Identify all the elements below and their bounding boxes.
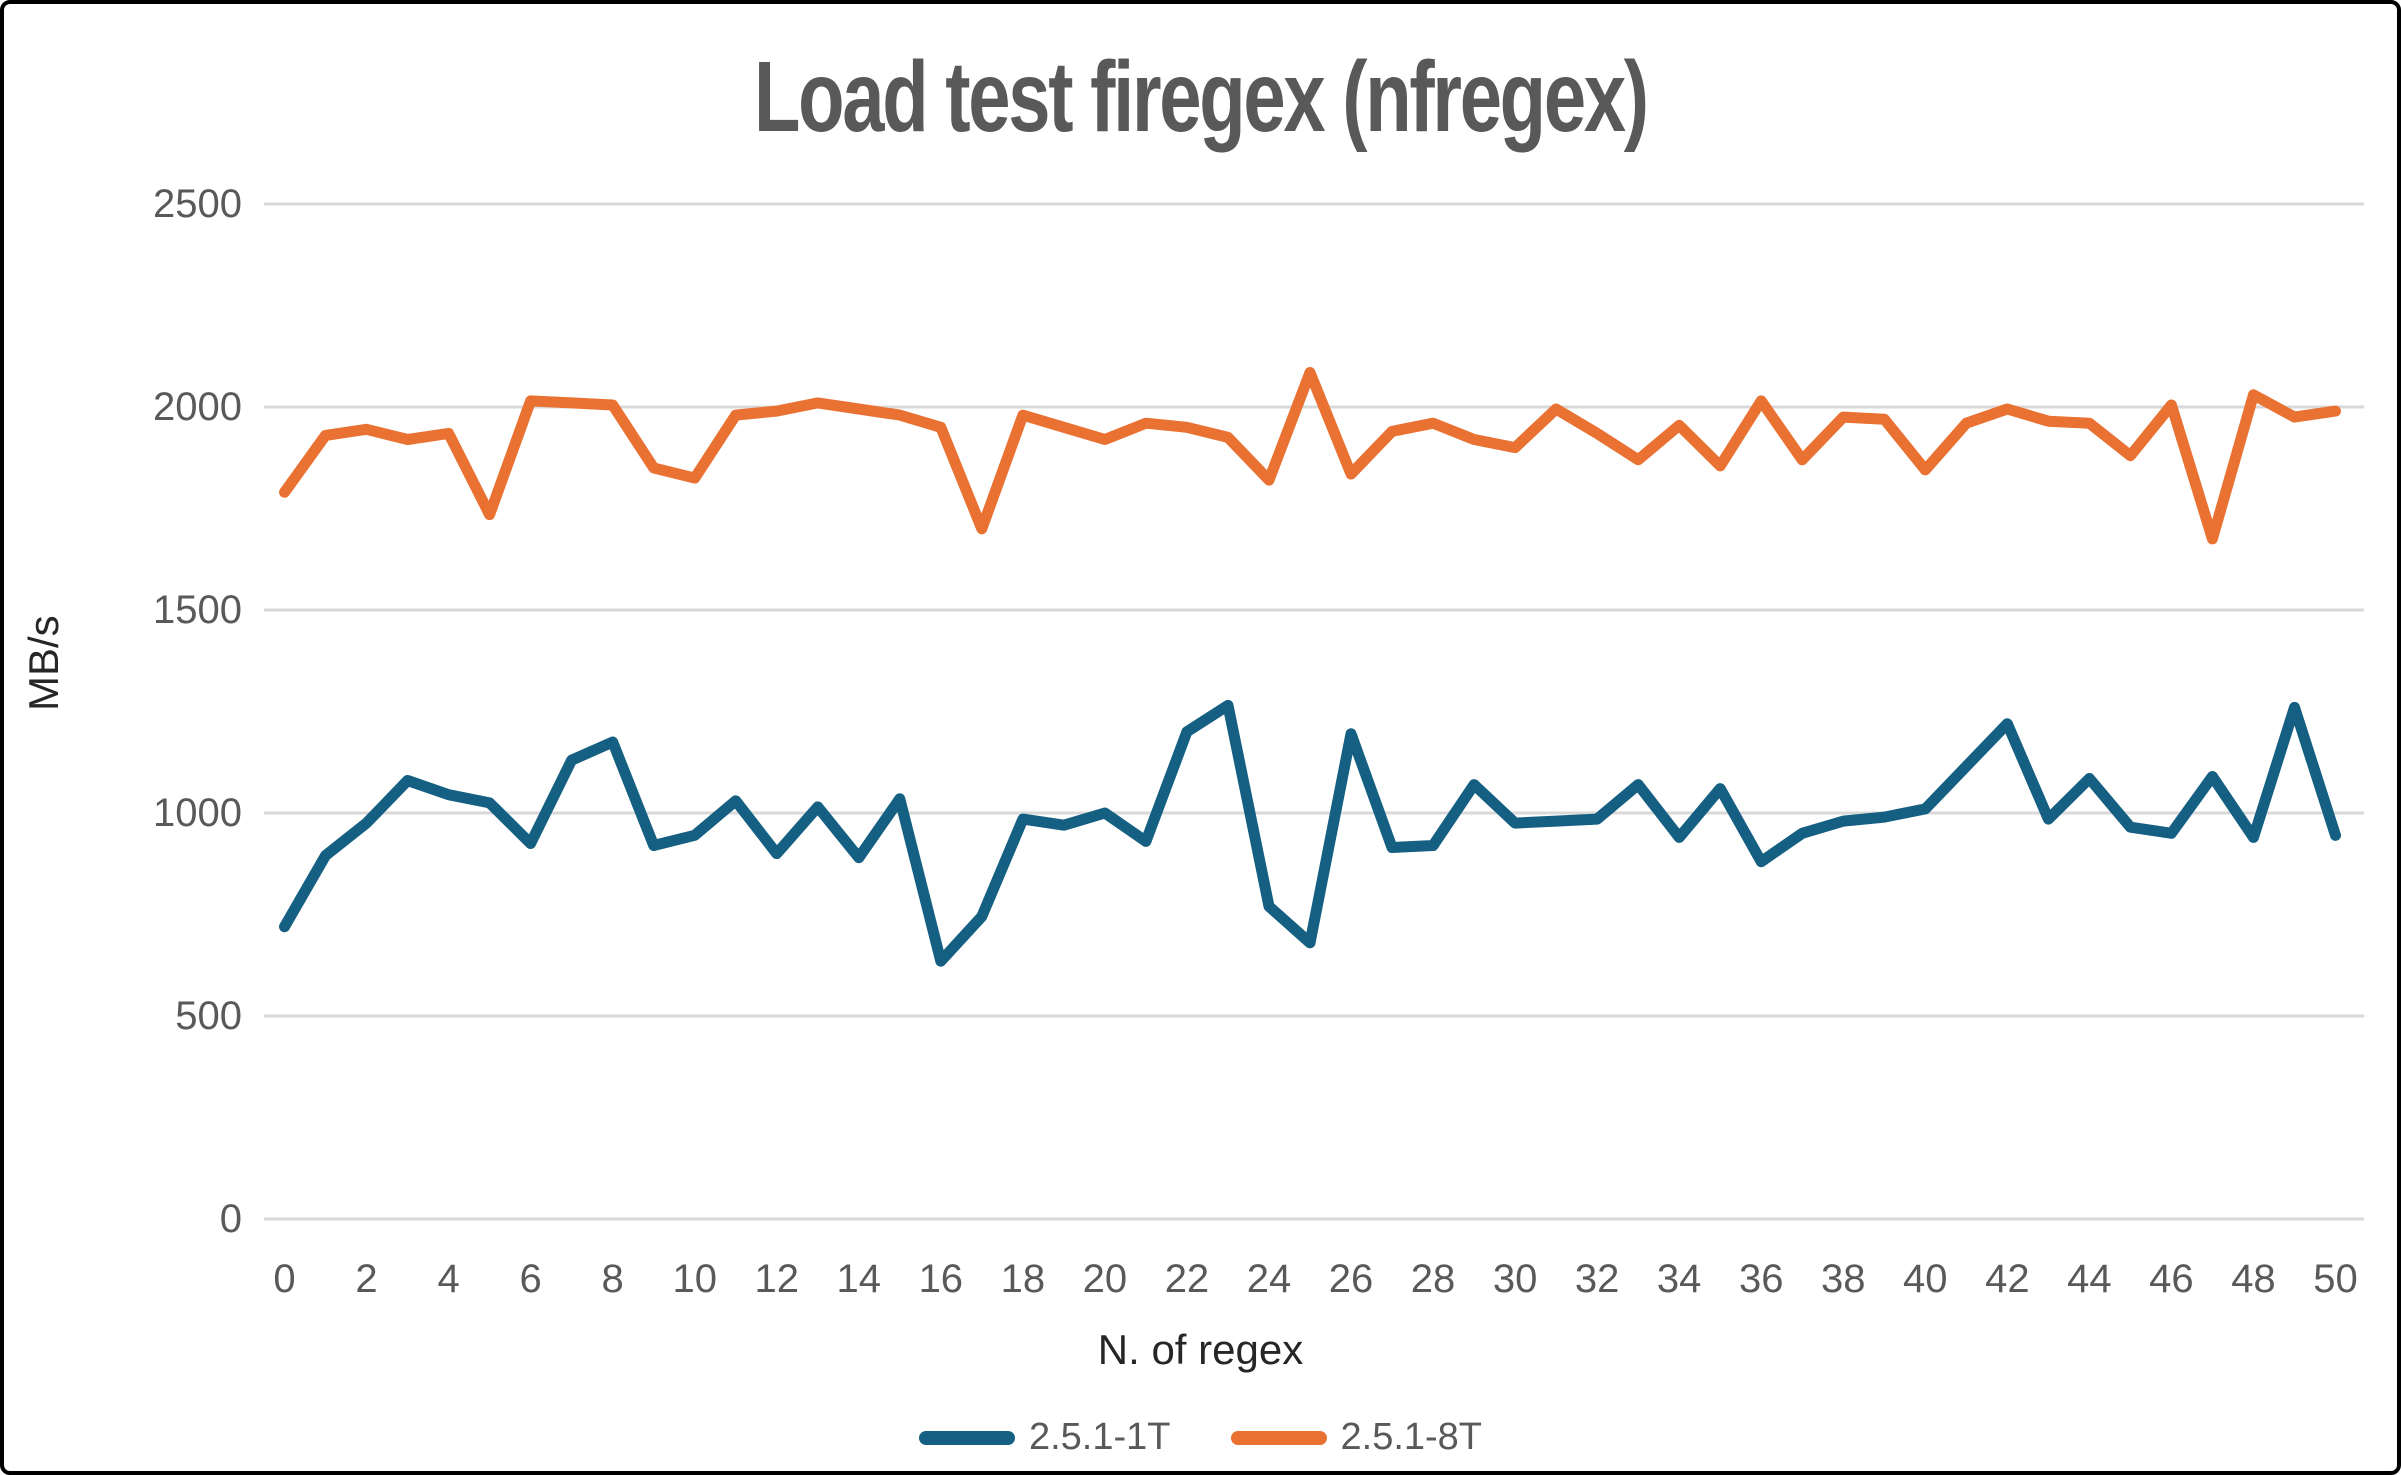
x-tick-label-34: 34 [1657, 1257, 1702, 1301]
x-tick-label-36: 36 [1739, 1257, 1784, 1301]
x-tick-label-32: 32 [1575, 1257, 1620, 1301]
y-tick-label-0: 0 [220, 1197, 242, 1241]
x-tick-label-24: 24 [1247, 1257, 1292, 1301]
chart-title-row: Load test firegex (nfregex) [4, 40, 2397, 155]
x-tick-label-2: 2 [355, 1257, 377, 1301]
y-tick-label-2500: 2500 [153, 182, 242, 226]
x-tick-label-48: 48 [2231, 1257, 2276, 1301]
legend-label-8t: 2.5.1-8T [1340, 1416, 1483, 1458]
x-tick-label-44: 44 [2067, 1257, 2112, 1301]
y-tick-label-500: 500 [175, 994, 242, 1038]
x-tick-label-26: 26 [1329, 1257, 1374, 1301]
x-tick-label-40: 40 [1903, 1257, 1948, 1301]
x-tick-label-6: 6 [520, 1257, 542, 1301]
x-tick-label-50: 50 [2313, 1257, 2358, 1301]
legend-swatch-1t [918, 1430, 1015, 1445]
x-tick-label-0: 0 [273, 1257, 295, 1301]
x-tick-label-12: 12 [754, 1257, 799, 1301]
x-tick-label-42: 42 [1985, 1257, 2030, 1301]
y-tick-label-1000: 1000 [153, 791, 242, 835]
legend-item-1t: 2.5.1-1T [918, 1416, 1171, 1459]
x-tick-label-38: 38 [1821, 1257, 1866, 1301]
legend-item-8t: 2.5.1-8T [1230, 1416, 1483, 1459]
chart-legend: 2.5.1-1T 2.5.1-8T [4, 1416, 2397, 1459]
x-tick-label-18: 18 [1001, 1257, 1046, 1301]
legend-swatch-8t [1230, 1430, 1327, 1445]
x-tick-label-14: 14 [837, 1257, 882, 1301]
x-tick-label-46: 46 [2149, 1257, 2194, 1301]
x-tick-label-28: 28 [1411, 1257, 1456, 1301]
x-tick-label-22: 22 [1165, 1257, 1210, 1301]
legend-label-1t: 2.5.1-1T [1028, 1416, 1171, 1458]
y-axis-title: MB/s [20, 615, 67, 711]
x-tick-label-20: 20 [1083, 1257, 1128, 1301]
y-tick-label-2000: 2000 [153, 385, 242, 429]
series-line-2.5.1-8T [279, 367, 2341, 545]
x-tick-label-16: 16 [919, 1257, 964, 1301]
y-tick-label-1500: 1500 [153, 588, 242, 632]
x-tick-label-8: 8 [602, 1257, 624, 1301]
chart-title: Load test firegex (nfregex) [754, 41, 1649, 153]
x-axis-title: N. of regex [1097, 1326, 1304, 1373]
series-line-2.5.1-1T [279, 699, 2341, 967]
x-tick-label-4: 4 [437, 1257, 459, 1301]
x-tick-label-10: 10 [672, 1257, 717, 1301]
x-tick-label-30: 30 [1493, 1257, 1538, 1301]
